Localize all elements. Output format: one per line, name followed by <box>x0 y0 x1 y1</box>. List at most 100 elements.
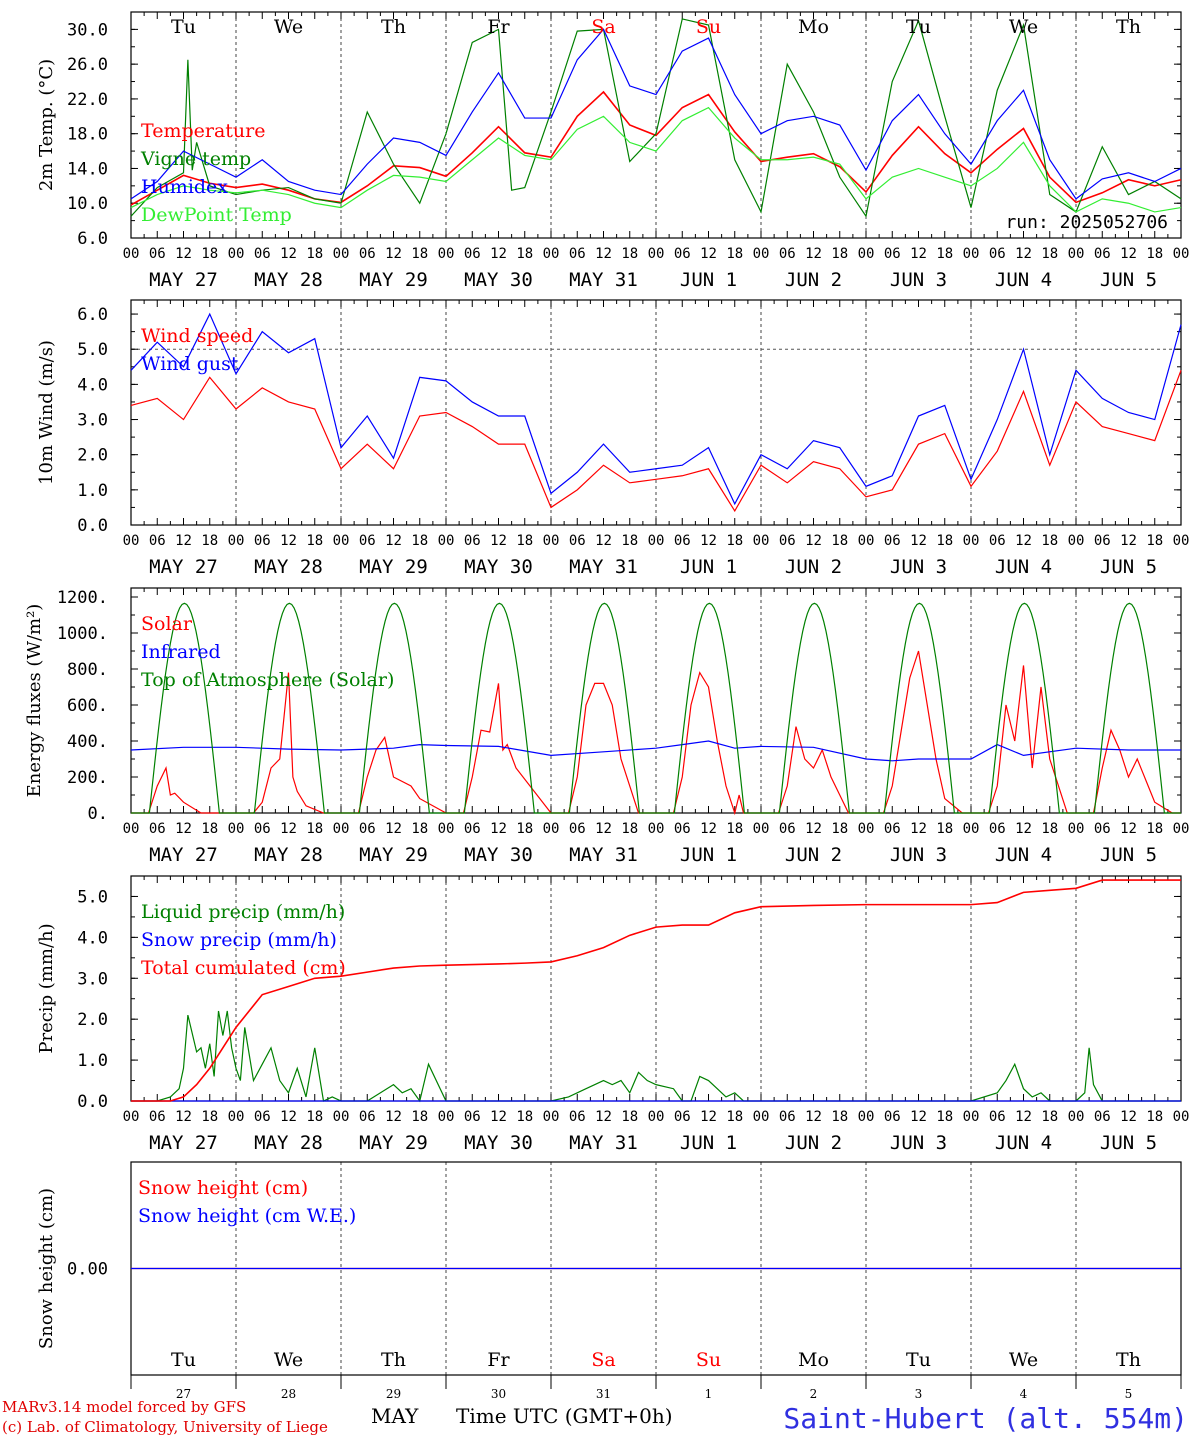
date-label: MAY 30 <box>464 269 533 291</box>
hour-tick-label: 12 <box>280 821 297 837</box>
hour-tick-label: 06 <box>884 1109 901 1125</box>
date-label: MAY 30 <box>464 556 533 578</box>
bottom-day-number: 5 <box>1125 1387 1133 1401</box>
bottom-day-name: We <box>274 1349 303 1371</box>
hour-tick-label: 12 <box>1015 246 1032 262</box>
date-label: JUN 1 <box>680 269 737 291</box>
hour-tick-label: 00 <box>963 533 980 549</box>
day-name: Th <box>381 16 406 38</box>
hour-tick-label: 06 <box>989 821 1006 837</box>
hour-tick-label: 06 <box>464 1109 481 1125</box>
panel-frame <box>130 299 1182 526</box>
bottom-day-name: Th <box>1116 1349 1141 1371</box>
hour-tick-label: 00 <box>123 821 140 837</box>
hour-tick-label: 18 <box>1041 1109 1058 1125</box>
date-label: MAY 31 <box>569 269 638 291</box>
hour-tick-label: 00 <box>543 246 560 262</box>
hour-tick-label: 18 <box>936 246 953 262</box>
hour-tick-label: 18 <box>621 246 638 262</box>
hour-tick-label: 12 <box>385 1109 402 1125</box>
hour-tick-label: 00 <box>1173 246 1190 262</box>
date-label: MAY 30 <box>464 844 533 866</box>
date-label: MAY 29 <box>359 844 428 866</box>
y-tick-label: 22.0 <box>67 90 108 110</box>
date-label: JUN 1 <box>680 1132 737 1154</box>
date-label: JUN 4 <box>995 269 1052 291</box>
hour-tick-label: 12 <box>385 533 402 549</box>
hour-tick-label: 06 <box>254 1109 271 1125</box>
y-axis-label: Snow height (cm) <box>36 1188 57 1349</box>
hour-tick-label: 12 <box>1015 821 1032 837</box>
bottom-day-number: 2 <box>810 1387 818 1401</box>
hour-tick-label: 18 <box>306 533 323 549</box>
hour-tick-label: 06 <box>149 821 166 837</box>
hour-tick-label: 06 <box>149 246 166 262</box>
hour-tick-label: 00 <box>123 533 140 549</box>
date-label: JUN 3 <box>890 844 947 866</box>
bottom-day-name: Tu <box>171 1349 196 1371</box>
date-label: MAY 27 <box>149 556 218 578</box>
hour-tick-label: 00 <box>1068 246 1085 262</box>
hour-tick-label: 00 <box>753 246 770 262</box>
hour-tick-label: 18 <box>306 246 323 262</box>
date-label: JUN 4 <box>995 1132 1052 1154</box>
date-label: MAY 27 <box>149 269 218 291</box>
station-title: Saint-Hubert (alt. 554m) <box>783 1402 1188 1435</box>
hour-tick-label: 00 <box>858 246 875 262</box>
y-tick-label: 14.0 <box>67 159 108 179</box>
hour-tick-label: 12 <box>280 246 297 262</box>
date-label: MAY 27 <box>149 844 218 866</box>
hour-tick-label: 06 <box>149 1109 166 1125</box>
date-label: JUN 3 <box>890 269 947 291</box>
y-tick-label: 2.0 <box>77 1010 108 1030</box>
hour-tick-label: 12 <box>1015 533 1032 549</box>
hour-tick-label: 00 <box>228 821 245 837</box>
run-label: run: 2025052706 <box>1005 212 1168 233</box>
model-credit: MARv3.14 model forced by GFS <box>2 1398 247 1416</box>
y-tick-label: 2.0 <box>77 446 108 466</box>
day-name: Su <box>696 16 721 38</box>
y-axis-label: 10m Wind (m/s) <box>36 340 57 485</box>
hour-tick-label: 06 <box>1094 821 1111 837</box>
hour-tick-label: 18 <box>411 533 428 549</box>
hour-tick-label: 00 <box>1173 1109 1190 1125</box>
hour-tick-label: 06 <box>989 246 1006 262</box>
hour-tick-label: 06 <box>779 821 796 837</box>
hour-tick-label: 06 <box>884 533 901 549</box>
hour-tick-label: 00 <box>333 1109 350 1125</box>
y-tick-label: 10.0 <box>67 194 108 214</box>
hour-tick-label: 18 <box>1146 821 1163 837</box>
hour-tick-label: 18 <box>936 533 953 549</box>
bottom-day-name: Tu <box>906 1349 931 1371</box>
hour-tick-label: 00 <box>858 1109 875 1125</box>
day-name: Tu <box>171 16 196 38</box>
hour-tick-label: 00 <box>648 821 665 837</box>
hour-tick-label: 18 <box>411 821 428 837</box>
day-name: Tu <box>906 16 931 38</box>
day-name: Sa <box>591 16 615 38</box>
date-label: JUN 2 <box>785 269 842 291</box>
hour-tick-label: 06 <box>674 533 691 549</box>
y-axis-label: Precip (mm/h) <box>36 923 57 1053</box>
hour-tick-label: 12 <box>1120 246 1137 262</box>
hour-tick-label: 12 <box>175 1109 192 1125</box>
hour-tick-label: 00 <box>1068 1109 1085 1125</box>
hour-tick-label: 12 <box>910 246 927 262</box>
hour-tick-label: 18 <box>516 246 533 262</box>
date-label: MAY 28 <box>254 269 323 291</box>
legend-entry: Snow height (cm W.E.) <box>138 1205 356 1227</box>
hour-tick-label: 12 <box>805 246 822 262</box>
bottom-day-number: 4 <box>1020 1387 1028 1401</box>
hour-tick-label: 18 <box>516 821 533 837</box>
hour-tick-label: 18 <box>1146 533 1163 549</box>
day-name: Mo <box>798 16 829 38</box>
hour-tick-label: 12 <box>805 821 822 837</box>
date-label: MAY 31 <box>569 556 638 578</box>
bottom-day-name: Mo <box>798 1349 829 1371</box>
bottom-day-number: 3 <box>915 1387 923 1401</box>
hour-tick-label: 12 <box>595 1109 612 1125</box>
date-label: JUN 2 <box>785 556 842 578</box>
y-tick-label: 200. <box>67 768 108 788</box>
series-line-humidex <box>130 28 1182 200</box>
